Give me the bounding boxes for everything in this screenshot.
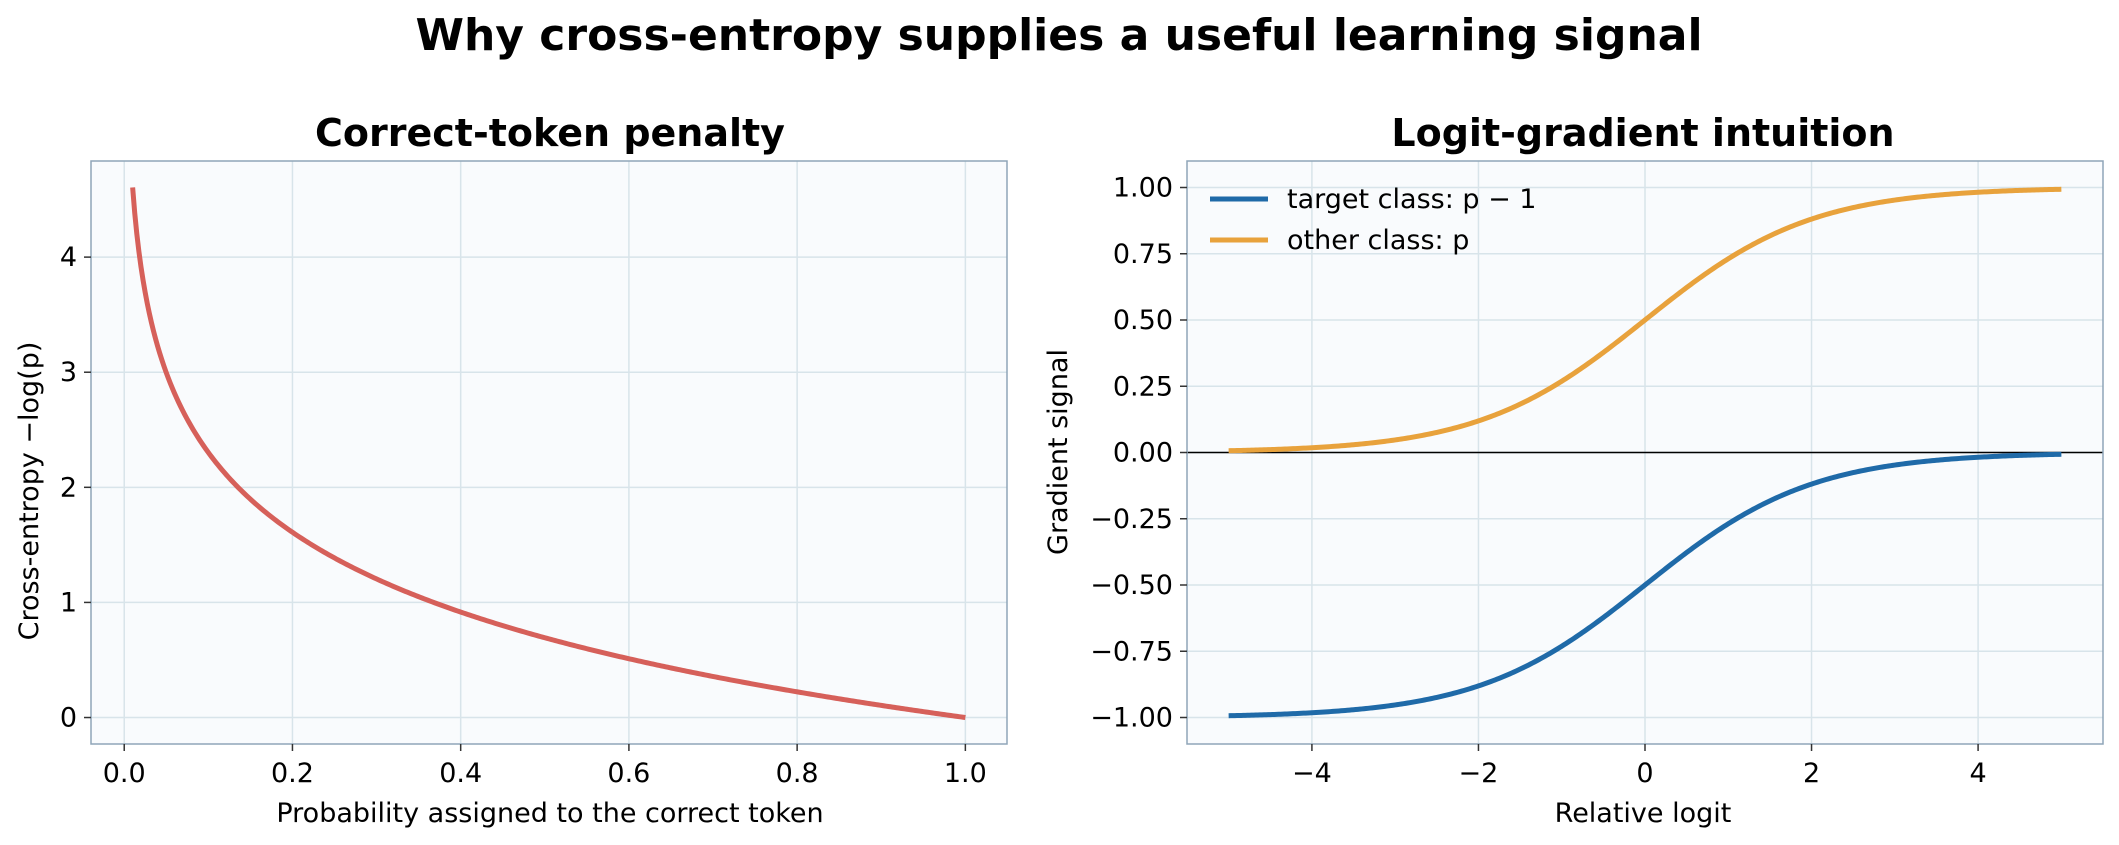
cross-entropy-curve bbox=[130, 187, 966, 721]
cross-entropy-y-tick-label: 2 bbox=[60, 472, 77, 503]
logit-gradient-y-tick-label: −0.75 bbox=[1090, 636, 1173, 667]
cross-entropy-panel-title: Correct-token penalty bbox=[315, 111, 785, 155]
legend-label-target-class: target class: p − 1 bbox=[1287, 184, 1537, 215]
cross-entropy-plot-background bbox=[91, 161, 1007, 744]
cross-entropy-x-tick-label: 0.0 bbox=[103, 758, 146, 789]
cross-entropy-panel: 0.0 0.2 0.4 0.6 0.8 1.0 0 1 2 3 4 Correct-token pe… bbox=[14, 111, 1008, 829]
cross-entropy-y-tick-label: 4 bbox=[60, 242, 77, 273]
figure-title: Why cross-entropy supplies a useful lear… bbox=[415, 10, 1702, 61]
logit-gradient-x-tick-label: −4 bbox=[1292, 758, 1332, 789]
logit-gradient-y-tick-label: 0.25 bbox=[1113, 371, 1173, 402]
cross-entropy-y-tick-label: 1 bbox=[60, 587, 77, 618]
logit-gradient-panel: −4 −2 0 2 4 1.00 0.75 0.50 0.25 0.00 −0.25 −0.50 −0.… bbox=[1043, 111, 2104, 829]
cross-entropy-x-tick-label: 0.4 bbox=[439, 758, 482, 789]
logit-gradient-y-tick-label: 0.00 bbox=[1113, 438, 1173, 469]
cross-entropy-y-tick-label: 3 bbox=[60, 357, 77, 388]
logit-gradient-x-tick-label: 2 bbox=[1803, 758, 1820, 789]
target-class-curve bbox=[1228, 451, 2062, 719]
logit-gradient-y-tick-label: 0.75 bbox=[1113, 239, 1173, 270]
logit-gradient-y-tick-label: −0.25 bbox=[1090, 504, 1173, 535]
cross-entropy-y-axis-label: Cross-entropy −log(p) bbox=[14, 342, 45, 641]
logit-gradient-x-tick-label: −2 bbox=[1459, 758, 1499, 789]
cross-entropy-y-tick-label: 0 bbox=[60, 703, 77, 734]
cross-entropy-x-tick-label: 0.6 bbox=[607, 758, 650, 789]
logit-gradient-y-tick-label: −0.50 bbox=[1090, 570, 1173, 601]
cross-entropy-x-tick-label: 0.2 bbox=[271, 758, 314, 789]
cross-entropy-plot-area: 0.0 0.2 0.4 0.6 0.8 1.0 0 1 2 3 4 bbox=[60, 160, 1008, 789]
logit-gradient-y-tick-label: 0.50 bbox=[1113, 305, 1173, 336]
cross-entropy-x-tick-label: 1.0 bbox=[944, 758, 987, 789]
logit-gradient-x-axis-label: Relative logit bbox=[1555, 798, 1732, 829]
logit-gradient-panel-title: Logit-gradient intuition bbox=[1391, 111, 1894, 155]
legend-label-other-class: other class: p bbox=[1287, 225, 1469, 256]
cross-entropy-axes-frame bbox=[90, 160, 1008, 745]
cross-entropy-x-tick-label: 0.8 bbox=[776, 758, 819, 789]
legend: target class: p − 1 other class: p bbox=[1210, 184, 1537, 256]
cross-entropy-x-axis-label: Probability assigned to the correct toke… bbox=[276, 798, 823, 829]
logit-gradient-x-tick-label: 0 bbox=[1636, 758, 1653, 789]
logit-gradient-y-tick-label: −1.00 bbox=[1090, 703, 1173, 734]
logit-gradient-y-axis-label: Gradient signal bbox=[1043, 349, 1074, 555]
logit-gradient-y-tick-label: 1.00 bbox=[1113, 173, 1173, 204]
logit-gradient-plot-area: −4 −2 0 2 4 1.00 0.75 0.50 0.25 0.00 −0.25 −0.50 −0.… bbox=[1090, 160, 2104, 789]
logit-gradient-x-tick-label: 4 bbox=[1969, 758, 1986, 789]
other-class-curve bbox=[1228, 186, 2062, 454]
